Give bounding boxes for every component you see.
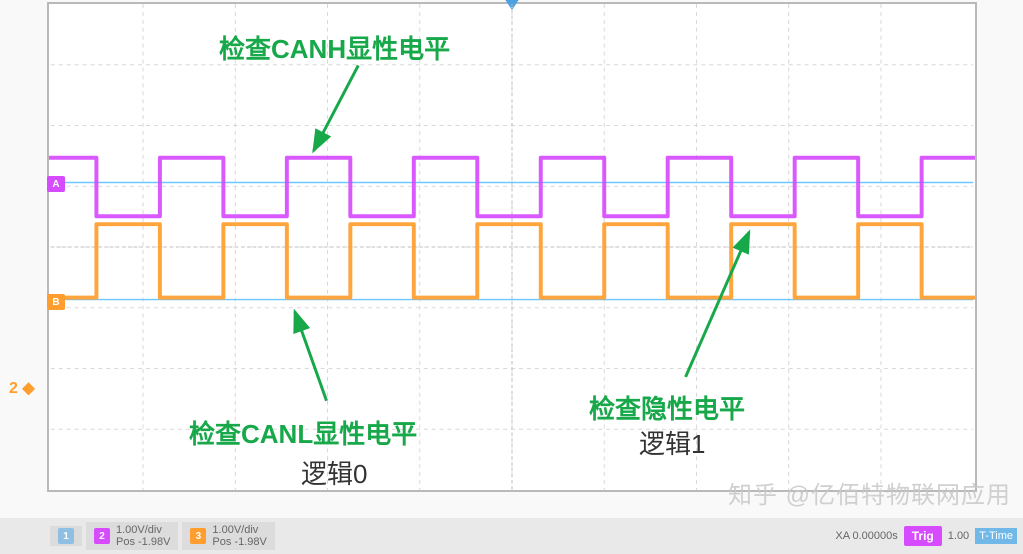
- annotation-canl-dominant: 检查CANL显性电平: [189, 414, 417, 451]
- oscilloscope-plot: A B 检查CANH显性电平 检查CANL显性电平 检查隐性电平 逻辑0 逻辑1: [47, 2, 977, 492]
- label-logic1: 逻辑1: [639, 424, 705, 461]
- annotation-canh-dominant: 检查CANH显性电平: [219, 29, 450, 66]
- annotation-recessive: 检查隐性电平: [589, 389, 745, 426]
- waveform-canvas: [49, 4, 975, 490]
- watermark: 知乎 @亿佰特物联网应用: [728, 475, 1011, 510]
- label-logic0: 逻辑0: [301, 454, 367, 491]
- left-scale-indicator: 2 ◆: [9, 378, 35, 398]
- ch3-vdiv: 1.00V/div: [212, 524, 266, 536]
- ch2-pos: Pos -1.98V: [116, 536, 170, 548]
- status-ch1[interactable]: 1: [50, 526, 82, 546]
- status-bar: 1 2 1.00V/div Pos -1.98V 3 1.00V/div Pos…: [0, 518, 1023, 554]
- status-right: XA 0.00000s Trig 1.00 T-Time: [835, 526, 1023, 546]
- trig-button[interactable]: Trig: [904, 526, 942, 546]
- ch2-vdiv: 1.00V/div: [116, 524, 170, 536]
- status-rate: 1.00: [948, 530, 969, 542]
- ch3-chip: 3: [190, 528, 206, 544]
- ch1-chip: 1: [58, 528, 74, 544]
- channel-b-marker: B: [47, 294, 65, 310]
- status-xa: XA 0.00000s: [835, 530, 897, 542]
- status-ttime[interactable]: T-Time: [975, 528, 1017, 544]
- channel-a-marker: A: [47, 176, 65, 192]
- ch3-pos: Pos -1.98V: [212, 536, 266, 548]
- ch2-chip: 2: [94, 528, 110, 544]
- status-ch3[interactable]: 3 1.00V/div Pos -1.98V: [182, 522, 274, 550]
- status-ch2[interactable]: 2 1.00V/div Pos -1.98V: [86, 522, 178, 550]
